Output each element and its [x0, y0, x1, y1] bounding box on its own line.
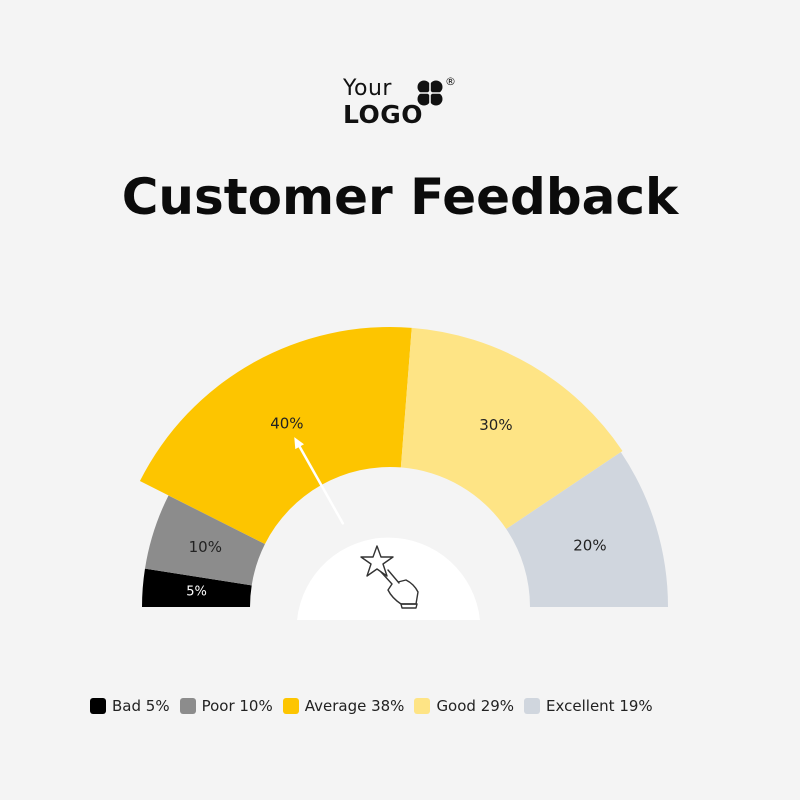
legend-swatch: [414, 698, 431, 714]
legend-swatch: [282, 698, 299, 714]
pointer-arrow-line: [297, 443, 345, 525]
gauge-slice-average: [139, 327, 412, 545]
pointer-arrowhead: [294, 437, 305, 450]
legend-item-good: Good 29%: [414, 697, 514, 715]
slice-label-excellent: 20%: [573, 537, 606, 555]
gauge-slice-good: [400, 327, 623, 529]
legend-swatch: [524, 698, 541, 714]
gauge-slice-bad: [142, 568, 252, 607]
legend-label: Bad 5%: [112, 697, 170, 715]
hand-touch-star-icon: [360, 545, 419, 609]
gauge-slices: [139, 327, 668, 607]
chart-legend: Bad 5% Poor 10% Average 38% Good 29% Excelle…: [90, 694, 663, 718]
slice-label-average: 40%: [270, 415, 303, 433]
gauge-center-dial: [297, 537, 480, 620]
legend-label: Excellent 19%: [546, 697, 653, 715]
brand-logo: Your LOGO ®: [343, 75, 463, 130]
legend-label: Average 38%: [304, 697, 405, 715]
gauge-slice-poor: [144, 495, 265, 586]
logo-text-logo: LOGO: [343, 100, 424, 129]
logo-text-your: Your: [343, 76, 392, 101]
legend-label: Poor 10%: [201, 697, 273, 715]
slice-label-good: 30%: [479, 416, 512, 434]
slice-label-poor: 10%: [189, 538, 222, 556]
legend-label: Good 29%: [436, 697, 515, 715]
gauge-pointer: [294, 437, 345, 525]
registered-mark: ®: [445, 75, 456, 88]
legend-item-excellent: Excellent 19%: [524, 697, 653, 715]
legend-item-bad: Bad 5%: [90, 697, 170, 715]
legend-swatch: [179, 698, 196, 714]
gauge-slice-excellent: [506, 452, 668, 607]
chart-title: Customer Feedback: [121, 168, 679, 226]
legend-swatch: [90, 698, 106, 714]
logo-clover-icon: [417, 80, 443, 106]
gauge-labels: 5% 10% 40% 30% 20%: [186, 415, 606, 600]
legend-item-poor: Poor 10%: [179, 697, 273, 715]
legend-item-average: Average 38%: [282, 697, 405, 715]
slice-label-bad: 5%: [186, 584, 207, 599]
